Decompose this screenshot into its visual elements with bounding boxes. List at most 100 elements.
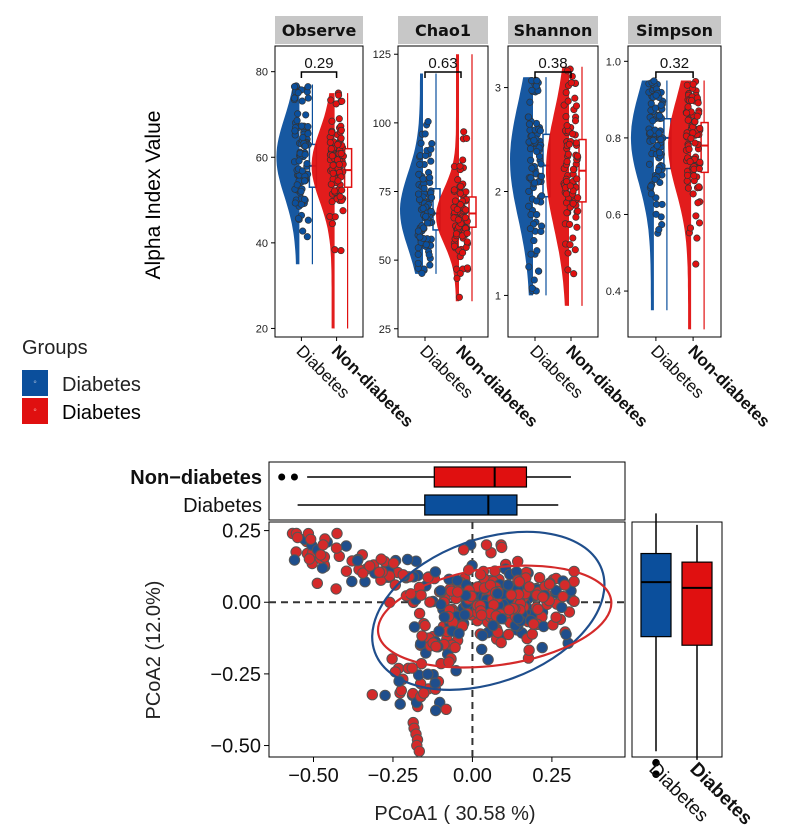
data-point [457,544,470,556]
p-value-label: 0.29 [304,55,333,72]
outlier [278,473,286,481]
data-point [327,180,335,188]
data-point [573,223,581,231]
data-point [695,165,703,173]
x-tick-label: 0.00 [453,765,492,787]
data-point [689,190,697,198]
data-point [573,175,581,183]
data-point [427,207,435,215]
data-point [687,134,695,142]
data-point [527,618,540,630]
data-point [330,187,339,195]
data-point [298,167,306,175]
data-point [425,251,433,259]
y-tick-label: 1 [495,290,501,302]
data-point [453,205,461,214]
data-point [433,625,445,637]
data-point [526,145,535,153]
data-point [530,237,538,245]
data-point [290,83,299,91]
data-point [438,611,451,623]
y-tick-label: 50 [379,255,391,267]
data-point [653,142,661,150]
data-point [298,122,306,130]
data-point [531,179,539,187]
data-point [696,158,704,166]
data-point [290,94,299,102]
data-point [523,581,536,593]
data-point [418,687,430,699]
data-point [502,628,515,641]
y-tick-label: 2 [495,187,501,199]
data-point [652,210,660,218]
box-iqr [424,494,518,516]
data-point [526,628,538,640]
box-iqr [468,196,477,228]
data-point [459,156,467,164]
data-point [556,601,568,614]
data-point [459,249,467,257]
data-point [416,233,424,241]
data-point [420,184,428,192]
data-point [419,204,427,212]
data-point [426,174,434,182]
data-point [566,241,574,249]
data-point [337,134,345,142]
data-point [414,190,423,198]
data-point [303,553,316,565]
data-point [375,553,387,565]
data-point [684,116,692,124]
data-point [304,94,312,102]
data-point [568,595,580,607]
y-tick-label: 0.4 [606,286,621,298]
data-point [291,531,304,544]
data-point [429,677,441,689]
data-point [299,133,307,142]
data-point [683,109,691,117]
data-point [293,181,301,189]
data-point [647,100,655,108]
data-point [649,117,657,125]
data-point [574,207,582,215]
data-point [340,565,353,577]
data-point [455,293,463,301]
data-point [422,241,430,249]
data-point [364,560,376,572]
data-point [491,588,504,600]
data-point [564,249,572,257]
legend-key-non-diabetes-glyph: ° [33,407,37,417]
data-point [495,636,507,649]
facet-strip [275,16,363,44]
data-point [571,94,579,102]
y-tick-label: 0.6 [606,209,621,221]
data-point [696,124,704,132]
data-point [422,668,434,680]
data-point [524,113,532,121]
facet-strip-label: Shannon [514,21,593,40]
pcoa-scatter: −0.50 −0.25 0.00 0.25 0.25 0.00 −0.25 −0.50 PCoA… [143,521,626,825]
significance-bracket [424,71,462,78]
data-point [414,259,422,267]
data-point [487,619,499,632]
data-point [457,182,465,190]
facet-strip [628,16,721,44]
data-point [537,591,549,603]
pcoa1-marginal-boxplot: Non−diabetes Diabetes [130,461,626,521]
data-point [451,197,459,205]
y-axis-label: PCoA2 (12.0%) [143,581,165,720]
data-point [571,246,579,254]
data-point [328,128,336,136]
data-point [654,166,662,175]
x-tick-label: −0.25 [368,765,419,787]
data-point [562,190,570,198]
data-point [536,127,544,135]
data-point [533,572,546,584]
data-point [423,219,432,227]
data-point [572,213,580,221]
legend-key-diabetes [22,370,48,396]
data-point [647,190,655,198]
data-point [386,653,398,665]
